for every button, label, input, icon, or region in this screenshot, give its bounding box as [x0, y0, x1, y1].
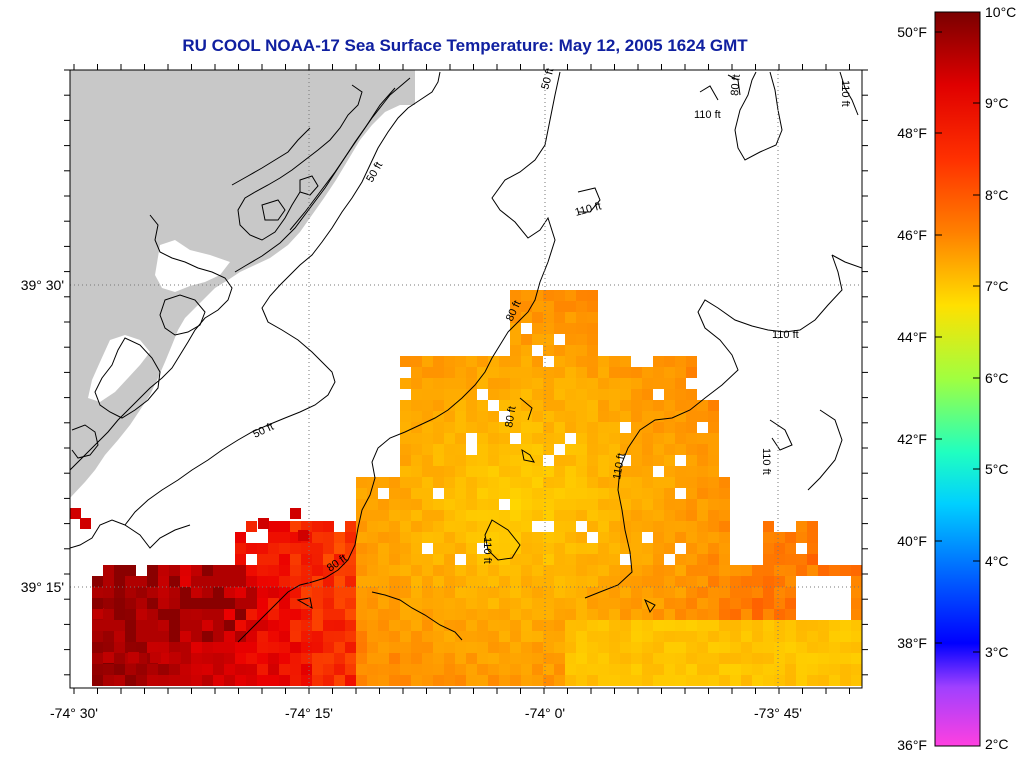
land-mass	[70, 70, 415, 498]
contour-110ft	[484, 519, 521, 561]
colorbar-c-label: 8°C	[985, 187, 1009, 203]
sst-pixel-field	[70, 290, 862, 686]
contour-110ft	[831, 254, 862, 269]
contour-80ft	[727, 74, 741, 96]
contour-110ft	[584, 254, 843, 599]
back-bay-water	[88, 335, 150, 402]
map-title: RU COOL NOAA-17 Sea Surface Temperature:…	[182, 36, 748, 55]
contour-80ft	[699, 85, 719, 101]
contour-110ft	[839, 71, 859, 116]
lon-tick-label: -73° 45'	[754, 705, 802, 721]
lon-axis-labels: -74° 30' -74° 15' -74° 0' -73° 45'	[50, 705, 802, 721]
frame-ticks	[64, 64, 868, 694]
contour-110ft	[769, 419, 793, 451]
contour-80ft	[296, 597, 313, 609]
contour-80ft	[371, 591, 463, 641]
lat-tick-label: 39° 15'	[21, 579, 64, 595]
colorbar-f-label: 46°F	[897, 227, 927, 243]
contour-50ft	[70, 519, 126, 549]
colorbar-c-labels: 10°C 9°C 8°C 7°C 6°C 5°C 4°C 3°C 2°C	[985, 4, 1016, 752]
colorbar-f-label: 36°F	[897, 737, 927, 753]
contour-110ft	[644, 598, 656, 614]
colorbar	[934, 11, 981, 747]
contour-80ft	[237, 581, 313, 643]
contour-110ft	[577, 187, 601, 213]
colorbar-f-label: 44°F	[897, 329, 927, 345]
contour-label-110ft: 110 ft	[760, 448, 772, 475]
coastline	[70, 77, 411, 471]
contour-80ft	[519, 397, 533, 421]
contour-label-110ft: 110 ft	[611, 452, 627, 480]
contour-label-110ft: 110 ft	[694, 109, 721, 121]
colorbar-f-labels: 50°F 48°F 46°F 44°F 42°F 40°F 38°F 36°F	[897, 24, 927, 753]
lat-tick-label: 39° 30'	[21, 277, 64, 293]
colorbar-c-label: 7°C	[985, 278, 1009, 294]
lon-tick-label: -74° 30'	[50, 705, 98, 721]
colorbar-ticks	[935, 31, 980, 653]
contour-label-50ft: 50 ft	[539, 67, 556, 91]
lat-axis-labels: 39° 30' 39° 15'	[21, 277, 64, 595]
bathymetry-contours	[70, 71, 862, 643]
lon-tick-label: -74° 0'	[525, 705, 565, 721]
colorbar-f-label: 38°F	[897, 635, 927, 651]
contour-label-110ft: 110 ft	[481, 537, 493, 564]
contour-80ft	[521, 448, 535, 463]
colorbar-c-label: 10°C	[985, 4, 1016, 20]
contour-label-80ft: 80 ft	[729, 74, 743, 96]
contour-50ft	[124, 524, 191, 549]
colorbar-c-label: 6°C	[985, 370, 1009, 386]
colorbar-f-label: 48°F	[897, 125, 927, 141]
map-frame	[69, 69, 863, 689]
graticule	[70, 70, 862, 688]
colorbar-c-label: 2°C	[985, 736, 1009, 752]
contour-80ft	[311, 71, 561, 583]
contour-110ft	[807, 409, 843, 491]
contour-50ft	[124, 71, 441, 526]
colorbar-c-label: 5°C	[985, 461, 1009, 477]
lon-tick-label: -74° 15'	[285, 705, 333, 721]
colorbar-f-label: 40°F	[897, 533, 927, 549]
colorbar-c-label: 3°C	[985, 644, 1009, 660]
contour-label-80ft: 80 ft	[503, 405, 519, 428]
colorbar-f-label: 42°F	[897, 431, 927, 447]
contour-label-110ft: 110 ft	[839, 80, 851, 107]
colorbar-c-label: 4°C	[985, 553, 1009, 569]
colorbar-f-label: 50°F	[897, 24, 927, 40]
contour-label-110ft: 110 ft	[772, 329, 799, 341]
colorbar-c-label: 9°C	[985, 95, 1009, 111]
